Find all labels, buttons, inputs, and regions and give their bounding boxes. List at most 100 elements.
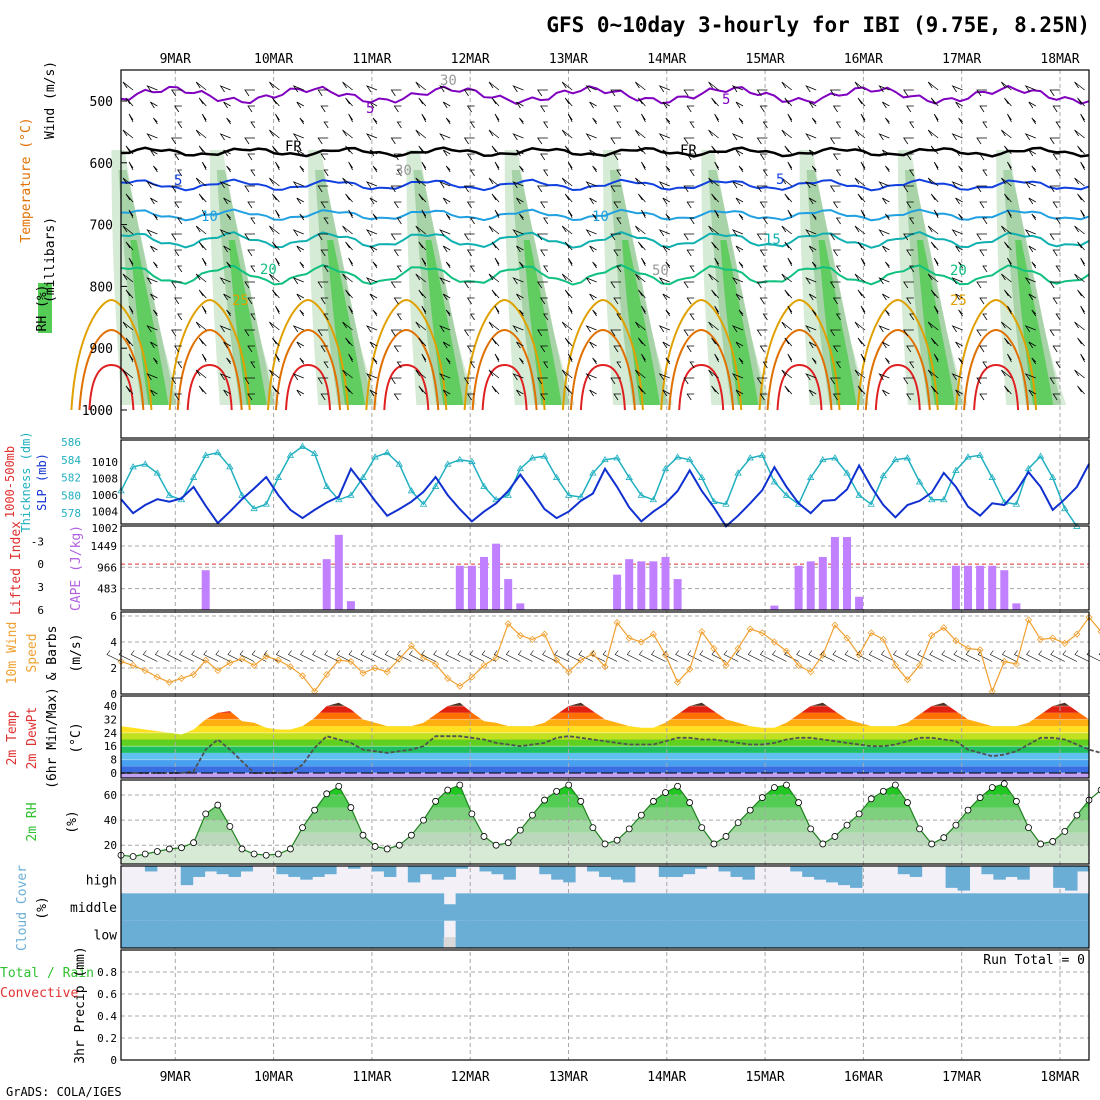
temp-contour-25 xyxy=(463,298,546,411)
wind-speed-point xyxy=(504,620,512,628)
axis-label-thickness: Thickness (dm) xyxy=(19,431,33,532)
upper-air-wind-barb xyxy=(128,353,134,363)
cloud-high-bar xyxy=(1077,866,1090,872)
cloud-high-bar xyxy=(192,866,206,877)
temp-contour-25 xyxy=(955,298,1038,411)
upper-air-wind-barb xyxy=(195,225,207,235)
upper-air-wind-barb xyxy=(686,201,695,209)
upper-air-wind-barb xyxy=(488,129,500,139)
thickness-point xyxy=(298,442,307,449)
cloud-low-bar xyxy=(228,920,242,948)
upper-air-wind-barb xyxy=(469,313,475,321)
upper-air-wind-barb xyxy=(909,217,915,225)
upper-air-wind-barb xyxy=(955,197,963,205)
rh-point xyxy=(988,784,996,791)
upper-air-wind-barb xyxy=(882,293,890,301)
cloud-middle-bar xyxy=(479,893,492,921)
cloud-high-bar xyxy=(491,866,504,875)
upper-air-wind-barb xyxy=(808,245,817,253)
wind-barb-10m xyxy=(832,650,848,662)
upper-air-wind-barb xyxy=(641,209,646,219)
upper-air-wind-barb xyxy=(369,149,378,157)
cloud-middle-bar xyxy=(921,893,935,921)
upper-air-wind-barb xyxy=(784,385,793,395)
wind-barb-10m xyxy=(167,650,182,662)
upper-air-wind-barb xyxy=(658,229,670,237)
upper-air-wind-barb xyxy=(247,297,255,305)
upper-air-wind-barb xyxy=(1055,217,1061,225)
upper-air-wind-barb xyxy=(469,361,475,369)
upper-air-wind-barb xyxy=(857,145,866,155)
panel-frame-pre xyxy=(120,949,1090,1061)
upper-air-wind-barb xyxy=(854,225,866,235)
thickness-point xyxy=(504,491,512,498)
upper-air-wind-barb xyxy=(787,113,793,123)
upper-air-wind-barb xyxy=(272,97,280,107)
upper-air-wind-barb xyxy=(592,165,597,173)
upper-air-wind-barb xyxy=(613,345,621,353)
upper-air-wind-barb xyxy=(491,145,500,155)
upper-air-wind-barb xyxy=(418,289,427,299)
upper-air-wind-barb xyxy=(122,369,134,379)
upper-air-wind-barb xyxy=(442,389,451,397)
upper-air-wind-barb xyxy=(275,209,280,219)
upper-air-wind-barb xyxy=(445,117,451,125)
wind-barb-10m xyxy=(288,650,303,662)
upper-air-wind-barb xyxy=(201,113,207,123)
temp-contour-35 xyxy=(579,363,626,411)
upper-air-wind-barb xyxy=(219,181,231,189)
wind-barb-10m xyxy=(1074,650,1090,662)
upper-air-wind-barb xyxy=(585,373,597,381)
cloud-middle-bar xyxy=(575,893,588,921)
upper-air-wind-barb xyxy=(854,177,866,187)
temp-contour-35 xyxy=(973,363,1020,411)
wind-barb-10m xyxy=(360,650,376,662)
rh-plume-core xyxy=(327,240,366,405)
precip-tick: 0 xyxy=(110,1054,117,1067)
upper-air-wind-barb xyxy=(491,385,500,395)
cloud-middle-bar xyxy=(885,893,899,921)
wind-barb-10m xyxy=(481,650,497,662)
upper-air-wind-barb xyxy=(638,193,646,203)
upper-air-wind-barb xyxy=(369,389,378,397)
temp-contour-35 xyxy=(285,363,332,411)
upper-air-wind-barb xyxy=(494,305,500,315)
upper-air-wind-barb xyxy=(244,233,255,241)
upper-air-wind-barb xyxy=(930,241,939,251)
cloud-middle-bar xyxy=(658,893,672,921)
cloud-low-bar xyxy=(1053,920,1066,948)
thickness-point xyxy=(952,466,960,473)
upper-air-wind-barb xyxy=(808,101,817,109)
thickness-point xyxy=(262,500,270,507)
upper-air-wind-barb xyxy=(735,245,744,253)
wind-barb-10m xyxy=(154,650,170,662)
upper-air-wind-barb xyxy=(686,393,695,401)
upper-air-wind-barb xyxy=(686,297,695,305)
upper-air-wind-barb xyxy=(979,393,987,401)
upper-air-wind-barb xyxy=(415,177,427,187)
wind-speed-point xyxy=(202,656,210,664)
axis-label-wind-units: (m/s) xyxy=(69,633,84,672)
date-label-top: 17MAR xyxy=(942,52,981,67)
upper-air-wind-barb xyxy=(219,229,231,237)
upper-air-wind-barb xyxy=(177,121,183,129)
upper-air-wind-barb xyxy=(781,225,793,235)
upper-air-wind-barb xyxy=(150,149,158,157)
upper-air-wind-barb xyxy=(976,377,987,385)
wind-barb-10m xyxy=(1062,650,1078,662)
temp-contour-35 xyxy=(874,363,921,411)
cloud-low-bar xyxy=(1077,920,1090,948)
cape-bar xyxy=(830,537,839,610)
cloud-low-bar xyxy=(933,920,947,948)
temp-tick: 40 xyxy=(104,700,117,713)
cloud-low-bar xyxy=(348,920,361,948)
upper-air-wind-barb xyxy=(299,357,305,365)
wind-speed-point xyxy=(335,656,343,664)
upper-air-wind-barb xyxy=(1031,165,1037,173)
rh-point xyxy=(650,797,657,805)
upper-air-wind-barb xyxy=(711,145,719,155)
upper-air-wind-barb xyxy=(585,181,597,189)
upper-air-wind-barb xyxy=(592,309,597,317)
upper-air-wind-barb xyxy=(658,133,670,141)
upper-air-wind-barb xyxy=(854,129,866,139)
